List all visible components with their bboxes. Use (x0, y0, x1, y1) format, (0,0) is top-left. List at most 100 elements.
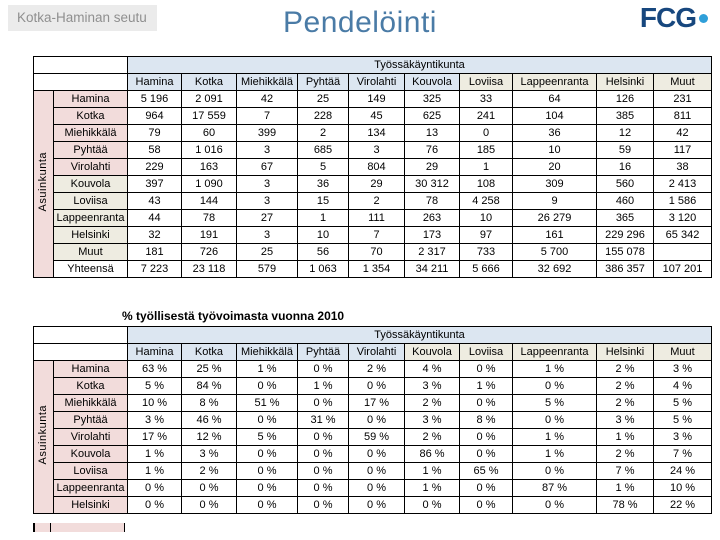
table-row: Miehikkälä 10 % 8 % 51 % 0 % 17 % 2 % 0 % 5 % 2 %… (34, 394, 712, 412)
spacer (33, 326, 128, 344)
data-cell: 76 (404, 141, 460, 159)
data-cell: 8 % (181, 394, 237, 412)
group-header-row: Työssäkäyntikunta (33, 56, 712, 74)
region-label: Kotka-Haminan seutu (8, 5, 157, 31)
table-row: Loviisa 43 144 3 15 2 78 4 258 9 460 1 586 (34, 192, 712, 210)
data-cell: 0 % (459, 496, 513, 514)
data-cell: 0 % (181, 479, 237, 497)
data-cell: 733 (459, 243, 513, 261)
data-cell: 33 (459, 90, 513, 108)
data-cell: 56 (297, 243, 349, 261)
table-row: Helsinki 32 191 3 10 7 173 97 161 229 296 65 342 (34, 226, 712, 244)
data-cell: 17 % (127, 428, 182, 446)
row-label: Kotka (53, 107, 128, 125)
data-cell: 2 413 (653, 175, 712, 193)
data-cell: 1 % (127, 462, 182, 480)
data-cell: 3 (348, 141, 405, 159)
data-cell: 31 % (297, 411, 349, 429)
data-cell: 2 % (404, 428, 460, 446)
data-cell: 1 % (596, 479, 654, 497)
row-label: Miehikkälä (53, 124, 128, 142)
data-cell: 1 % (127, 445, 182, 463)
column-header: Virolahti (348, 343, 405, 361)
data-cell: 3 % (404, 377, 460, 395)
data-cell: 173 (404, 226, 460, 244)
data-cell: 111 (348, 209, 405, 227)
data-cell: 36 (297, 175, 349, 193)
group-header: Työssäkäyntikunta (127, 326, 712, 344)
data-cell: 1 % (297, 377, 349, 395)
row-label: Helsinki (53, 226, 128, 244)
data-cell: 3 % (653, 360, 712, 378)
column-header: Loviisa (459, 73, 513, 91)
data-cell: 1 % (236, 360, 298, 378)
data-cell: 325 (404, 90, 460, 108)
data-cell: 43 (127, 192, 182, 210)
data-cell: 29 (348, 175, 405, 193)
data-cell: 67 (236, 158, 298, 176)
column-header: Hamina (127, 343, 182, 361)
data-cell: 9 (512, 192, 597, 210)
data-cell: 0 % (236, 462, 298, 480)
data-cell: 2 % (596, 445, 654, 463)
data-cell: 1 % (596, 428, 654, 446)
data-cell: 70 (348, 243, 405, 261)
data-cell: 155 078 (596, 243, 654, 261)
data-cell: 117 (653, 141, 712, 159)
column-header: Kotka (181, 73, 237, 91)
data-cell: 134 (348, 124, 405, 142)
data-cell: 0 % (297, 428, 349, 446)
data-cell: 7 (236, 107, 298, 125)
data-cell: 0 % (127, 496, 182, 514)
data-cell: 4 % (404, 360, 460, 378)
data-cell: 0 % (512, 411, 597, 429)
column-header-row: Hamina Kotka Miehikkälä Pyhtää Virolahti Kouv… (33, 343, 712, 361)
data-cell: 63 % (127, 360, 182, 378)
data-cell: 2 % (181, 462, 237, 480)
data-cell: 0 % (236, 445, 298, 463)
table-row: Miehikkälä 79 60 399 2 134 13 0 36 12 42 (34, 124, 712, 142)
data-cell: 32 692 (512, 260, 597, 278)
data-cell: 42 (236, 90, 298, 108)
data-cell: 0 % (348, 377, 405, 395)
data-cell: 26 279 (512, 209, 597, 227)
data-cell: 7 223 (127, 260, 182, 278)
spacer (33, 343, 128, 361)
row-label: Helsinki (53, 496, 128, 514)
data-cell: 0 % (348, 462, 405, 480)
side-label: Asuinkunta (37, 151, 49, 212)
data-cell: 0 % (459, 394, 513, 412)
data-cell: 3 (236, 192, 298, 210)
data-cell: 64 (512, 90, 597, 108)
data-cell: 625 (404, 107, 460, 125)
column-header: Kouvola (404, 343, 460, 361)
data-cell: 65 % (459, 462, 513, 480)
data-cell: 1 090 (181, 175, 237, 193)
data-cell: 0 % (297, 496, 349, 514)
data-cell: 84 % (181, 377, 237, 395)
row-label: Virolahti (53, 428, 128, 446)
data-cell: 1 354 (348, 260, 405, 278)
table-row: Muut 181 726 25 56 70 2 317 733 5 700 155 078 (34, 243, 712, 261)
data-cell: 34 211 (404, 260, 460, 278)
data-cell: 23 118 (181, 260, 237, 278)
data-cell: 263 (404, 209, 460, 227)
data-cell: 59 % (348, 428, 405, 446)
data-cell: 5 % (127, 377, 182, 395)
row-label: Loviisa (53, 192, 128, 210)
data-cell: 104 (512, 107, 597, 125)
data-cell: 10 (297, 226, 349, 244)
data-cell: 5 % (653, 394, 712, 412)
data-cell: 8 % (459, 411, 513, 429)
data-cell: 25 (297, 90, 349, 108)
data-cell: 685 (297, 141, 349, 159)
column-header: Pyhtää (297, 343, 349, 361)
data-cell: 560 (596, 175, 654, 193)
spacer (33, 73, 128, 91)
table-row: Loviisa 1 % 2 % 0 % 0 % 0 % 1 % 65 % 0 % 7 % 24 % (34, 462, 712, 480)
data-cell: 399 (236, 124, 298, 142)
table-row: Yhteensä 7 223 23 118 579 1 063 1 354 34 211 5 … (34, 260, 712, 278)
data-cell: 13 (404, 124, 460, 142)
data-cell: 7 % (596, 462, 654, 480)
data-cell: 2 % (596, 360, 654, 378)
